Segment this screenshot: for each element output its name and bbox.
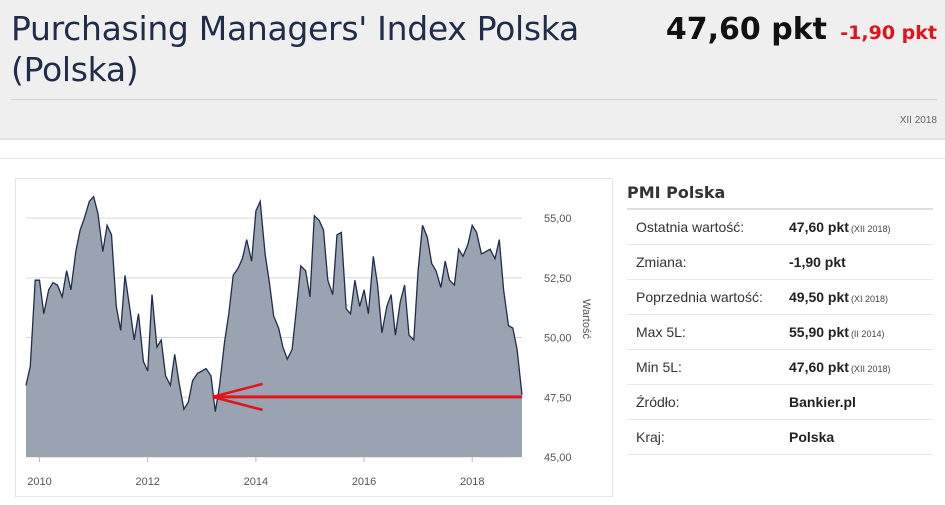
info-value-text: Bankier.pl — [789, 394, 856, 410]
info-value-date: (XII 2018) — [850, 224, 891, 234]
y-tick-labels: 55,00 52,50 50,00 47,50 45,00 — [544, 213, 572, 464]
x-tick-label: 2018 — [460, 476, 484, 488]
x-tick-label: 2012 — [135, 476, 159, 488]
info-row-label: Max 5L: — [636, 324, 686, 340]
info-row-value: Bankier.pl — [789, 385, 856, 419]
info-row-label: Min 5L: — [636, 359, 682, 375]
info-value-text: 55,90 pkt — [789, 324, 849, 340]
y-tick-label: 47,50 — [544, 392, 572, 404]
info-panel: PMI Polska Ostatnia wartość: 47,60 pkt (XI… — [627, 178, 933, 455]
info-value-text: -1,90 pkt — [789, 254, 846, 270]
y-tick-label: 55,00 — [544, 213, 572, 225]
arrow-head-upper — [212, 382, 263, 399]
info-row-value: 47,60 pkt (XII 2018) — [789, 350, 890, 386]
info-row: Źródło: Bankier.pl — [627, 385, 933, 420]
page-title: Purchasing Managers' Index Polska (Polsk… — [11, 9, 579, 89]
arrow-head-lower — [212, 395, 263, 412]
info-row: Ostatnia wartość: 47,60 pkt (XII 2018) — [627, 210, 933, 245]
info-row-label: Poprzednia wartość: — [636, 289, 763, 305]
info-row-label: Źródło: — [636, 394, 680, 410]
info-value-date: (XII 2018) — [850, 364, 891, 374]
chart-panel[interactable]: 55,00 52,50 50,00 47,50 45,00 2010 2012 2014 20… — [15, 178, 613, 497]
y-tick-label: 45,00 — [544, 452, 572, 464]
info-row-label: Kraj: — [636, 429, 665, 445]
info-row-label: Zmiana: — [636, 254, 687, 270]
series-line — [25, 195, 523, 412]
info-row-value: 47,60 pkt (XII 2018) — [789, 210, 890, 246]
info-row: Kraj: Polska — [627, 420, 933, 455]
info-row-value: Polska — [789, 420, 834, 454]
info-table: Ostatnia wartość: 47,60 pkt (XII 2018) Zmia… — [627, 208, 933, 455]
info-value-date: (II 2014) — [850, 329, 885, 339]
info-row: Max 5L: 55,90 pkt (II 2014) — [627, 315, 933, 350]
info-row-value: 55,90 pkt (II 2014) — [789, 315, 884, 351]
info-panel-title: PMI Polska — [627, 183, 726, 202]
info-value-date: (XI 2018) — [850, 294, 888, 304]
chart-area — [25, 195, 523, 457]
x-tick-label: 2014 — [244, 476, 268, 488]
info-row-value: -1,90 pkt — [789, 245, 846, 279]
info-value-text: 49,50 pkt — [789, 289, 849, 305]
header: Purchasing Managers' Index Polska (Polsk… — [0, 0, 945, 140]
current-value: 47,60 pkt — [665, 12, 827, 47]
x-tick-label: 2016 — [352, 476, 376, 488]
y-axis-label: Wartość — [580, 299, 592, 339]
red-arrow-annotation — [212, 382, 522, 412]
value-change: -1,90 pkt — [840, 22, 937, 44]
y-tick-label: 52,50 — [544, 273, 572, 285]
content-divider — [0, 158, 945, 159]
x-tick-labels: 2010 2012 2014 2016 2018 — [27, 457, 484, 488]
x-tick-label: 2010 — [27, 476, 51, 488]
header-date: XII 2018 — [899, 115, 937, 126]
info-row: Min 5L: 47,60 pkt (XII 2018) — [627, 350, 933, 385]
area-fill — [26, 196, 522, 457]
info-value-text: 47,60 pkt — [789, 219, 849, 235]
info-row: Poprzednia wartość: 49,50 pkt (XI 2018) — [627, 280, 933, 315]
info-row-label: Ostatnia wartość: — [636, 219, 745, 235]
info-row: Zmiana: -1,90 pkt — [627, 245, 933, 280]
info-value-text: Polska — [789, 429, 835, 445]
info-row-value: 49,50 pkt (XI 2018) — [789, 280, 888, 316]
info-value-text: 47,60 pkt — [789, 359, 849, 375]
header-divider — [11, 99, 937, 100]
y-tick-label: 50,00 — [544, 333, 572, 345]
